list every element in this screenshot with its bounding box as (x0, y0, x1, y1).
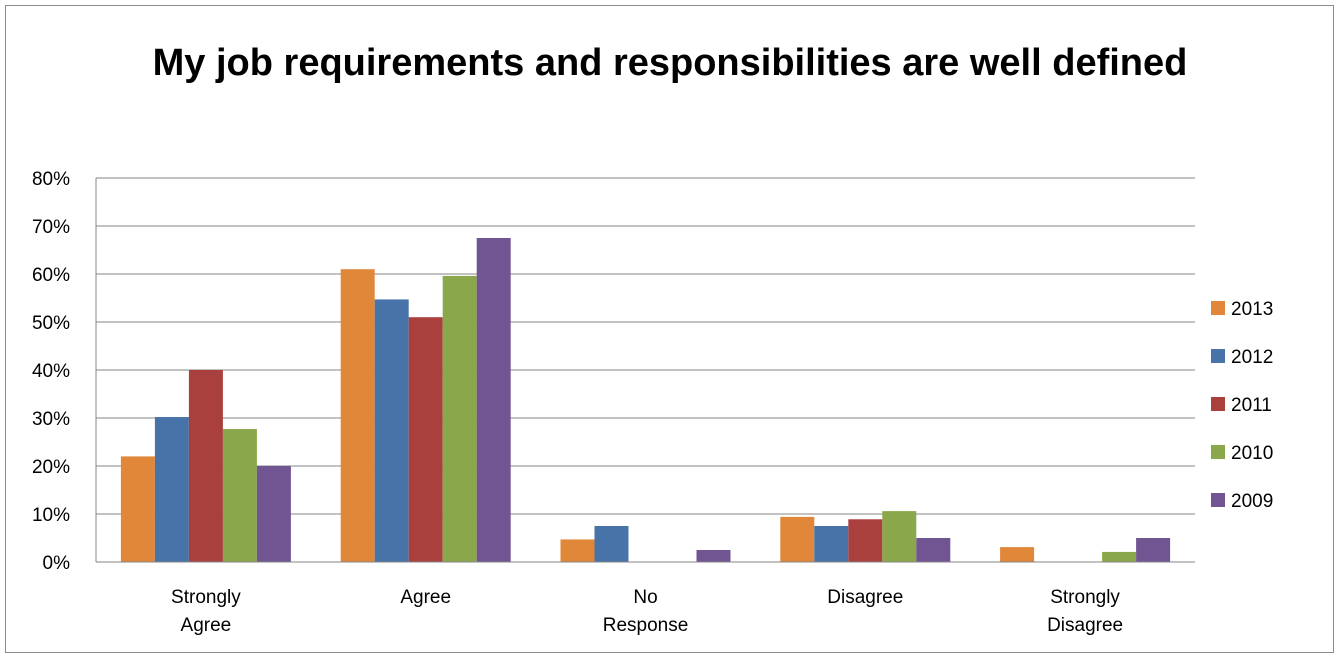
x-category-label: Disagree (827, 587, 903, 608)
legend: 2013 2012 2011 2010 2009 (1211, 299, 1273, 512)
bars (120, 238, 1171, 562)
legend-label: 2011 (1231, 395, 1272, 416)
legend-swatch (1211, 301, 1225, 315)
bar (476, 238, 511, 562)
x-category-label-line: Strongly (1050, 587, 1120, 608)
gridlines (96, 177, 1195, 515)
bar (256, 466, 291, 562)
y-axis-tick-labels: 0% 10% 20% 30% 40% 50% 60% 70% 80% (32, 169, 70, 574)
x-category-label-line: Response (603, 615, 689, 636)
y-tick-label: 20% (32, 457, 70, 478)
y-tick-label: 50% (32, 313, 70, 334)
bar (222, 429, 257, 562)
bar (780, 516, 815, 562)
bar (882, 511, 917, 562)
x-category-label-line: Agree (181, 615, 232, 636)
bar (696, 550, 731, 562)
bar (408, 317, 443, 562)
bar (594, 526, 629, 562)
legend-swatch (1211, 397, 1225, 411)
y-tick-label: 10% (32, 505, 70, 526)
y-tick-label: 70% (32, 217, 70, 238)
bar (154, 417, 189, 562)
x-axis (95, 178, 1195, 563)
bar (340, 269, 375, 562)
x-category-label-line: Agree (400, 587, 451, 608)
legend-label: 2010 (1231, 443, 1273, 464)
bar (1102, 551, 1137, 562)
legend-label: 2009 (1231, 491, 1273, 512)
bar (442, 275, 477, 562)
bar (814, 526, 849, 562)
bar (916, 538, 951, 562)
legend-swatch (1211, 349, 1225, 363)
bar (374, 299, 409, 562)
x-category-label: No Response (603, 587, 689, 636)
x-category-label-line: No (633, 587, 657, 608)
bar (1136, 538, 1171, 562)
chart-title: My job requirements and responsibilities… (152, 42, 1188, 84)
bar (120, 456, 155, 562)
y-tick-label: 80% (32, 169, 70, 190)
legend-label: 2012 (1231, 347, 1273, 368)
x-category-label-line: Strongly (171, 587, 241, 608)
bar (560, 539, 595, 562)
x-category-label-line: Disagree (1047, 615, 1123, 636)
x-category-label-line: Disagree (827, 587, 903, 608)
legend-label: 2013 (1231, 299, 1273, 320)
y-tick-label: 40% (32, 361, 70, 382)
legend-swatch (1211, 445, 1225, 459)
y-tick-label: 0% (43, 553, 71, 574)
x-category-label: Agree (400, 587, 451, 608)
legend-swatch (1211, 493, 1225, 507)
bar (1000, 547, 1035, 562)
y-tick-label: 60% (32, 265, 70, 286)
bar (188, 370, 223, 562)
x-category-label: Strongly Disagree (1047, 587, 1123, 636)
y-tick-label: 30% (32, 409, 70, 430)
bar (848, 519, 883, 562)
x-category-label: Strongly Agree (171, 587, 241, 636)
